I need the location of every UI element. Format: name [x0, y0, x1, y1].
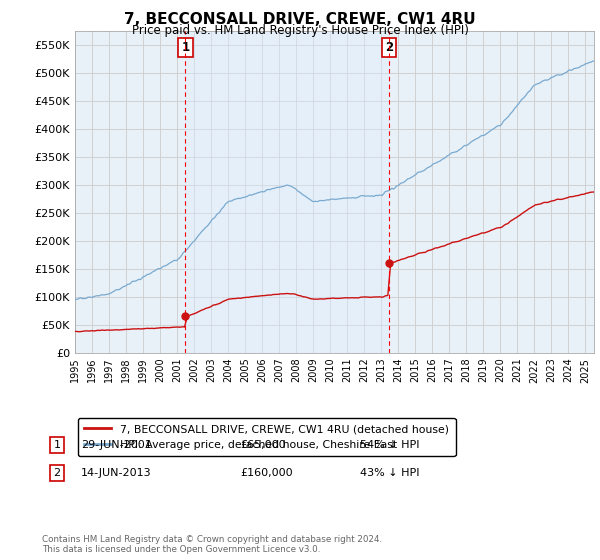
- Text: 14-JUN-2013: 14-JUN-2013: [81, 468, 152, 478]
- Text: £65,000: £65,000: [240, 440, 286, 450]
- Text: 29-JUN-2001: 29-JUN-2001: [81, 440, 152, 450]
- Text: 2: 2: [53, 468, 61, 478]
- Text: £160,000: £160,000: [240, 468, 293, 478]
- Legend: 7, BECCONSALL DRIVE, CREWE, CW1 4RU (detached house), HPI: Average price, detach: 7, BECCONSALL DRIVE, CREWE, CW1 4RU (det…: [78, 418, 455, 456]
- Text: Price paid vs. HM Land Registry's House Price Index (HPI): Price paid vs. HM Land Registry's House …: [131, 24, 469, 36]
- Bar: [185, 31, 389, 353]
- Text: 1: 1: [181, 41, 190, 54]
- Text: 2: 2: [385, 41, 393, 54]
- Text: Contains HM Land Registry data © Crown copyright and database right 2024.
This d: Contains HM Land Registry data © Crown c…: [42, 535, 382, 554]
- Text: 54% ↓ HPI: 54% ↓ HPI: [360, 440, 419, 450]
- Text: 43% ↓ HPI: 43% ↓ HPI: [360, 468, 419, 478]
- Text: 1: 1: [53, 440, 61, 450]
- Text: 7, BECCONSALL DRIVE, CREWE, CW1 4RU: 7, BECCONSALL DRIVE, CREWE, CW1 4RU: [124, 12, 476, 27]
